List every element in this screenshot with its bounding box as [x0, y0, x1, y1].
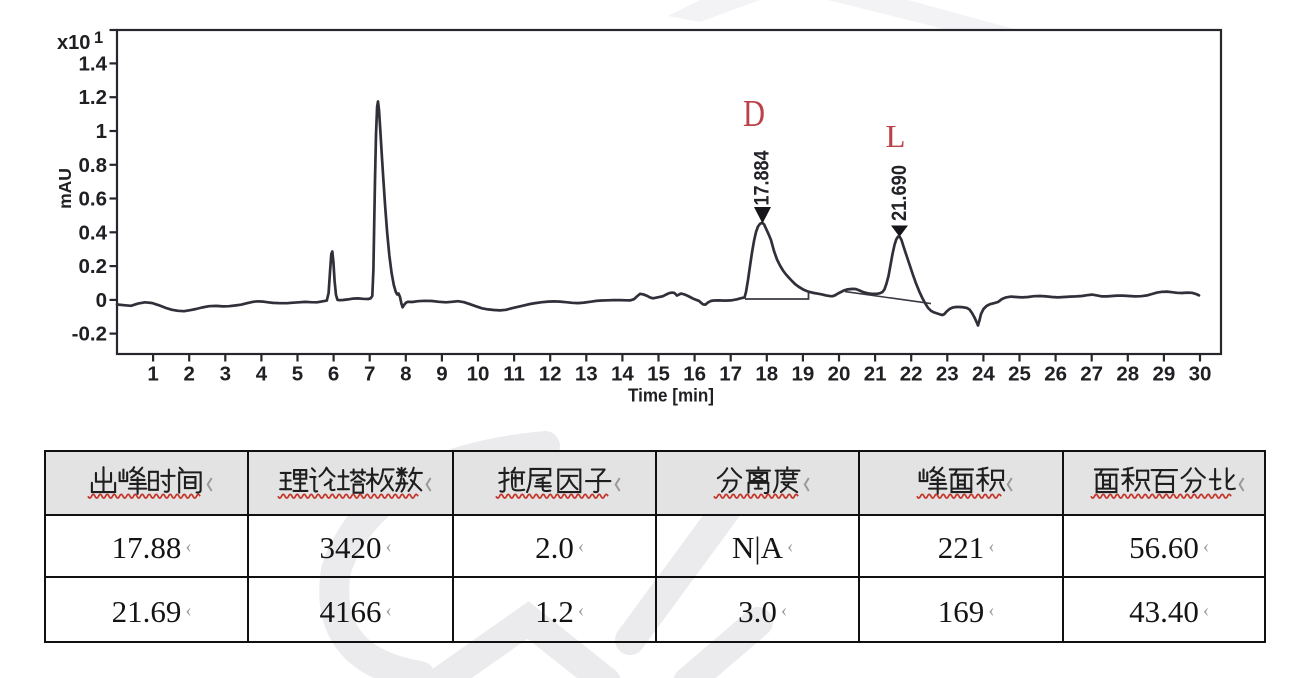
- svg-text:29: 29: [1152, 363, 1175, 386]
- svg-text:1.4: 1.4: [79, 52, 108, 75]
- svg-text:0.4: 0.4: [79, 221, 108, 244]
- svg-text:17: 17: [719, 363, 742, 386]
- svg-text:mAU: mAU: [55, 168, 75, 209]
- svg-text:12: 12: [539, 363, 562, 386]
- svg-text:0.6: 0.6: [79, 188, 108, 211]
- svg-text:21.690: 21.690: [888, 165, 911, 221]
- svg-text:18: 18: [755, 363, 778, 386]
- svg-text:24: 24: [972, 363, 995, 386]
- svg-text:16: 16: [683, 363, 706, 386]
- svg-text:1.2: 1.2: [79, 86, 108, 109]
- svg-text:20: 20: [828, 363, 851, 386]
- svg-text:10: 10: [467, 363, 490, 386]
- svg-text:D: D: [743, 93, 765, 135]
- svg-text:L: L: [886, 118, 906, 154]
- svg-text:6: 6: [328, 363, 339, 386]
- svg-text:30: 30: [1189, 363, 1212, 386]
- svg-text:14: 14: [611, 363, 634, 386]
- svg-text:x10: x10: [57, 32, 90, 54]
- svg-text:19: 19: [791, 363, 814, 386]
- svg-text:0.8: 0.8: [79, 154, 108, 177]
- svg-text:0.2: 0.2: [79, 255, 108, 278]
- svg-text:17.884: 17.884: [751, 150, 774, 205]
- svg-text:22: 22: [900, 363, 923, 386]
- svg-text:8: 8: [400, 363, 411, 386]
- svg-text:7: 7: [364, 363, 375, 386]
- svg-text:0: 0: [96, 289, 107, 312]
- svg-text:26: 26: [1044, 363, 1067, 386]
- svg-text:15: 15: [647, 363, 670, 386]
- svg-text:23: 23: [936, 363, 959, 386]
- svg-text:27: 27: [1080, 363, 1103, 386]
- svg-text:1: 1: [94, 29, 103, 47]
- svg-text:25: 25: [1008, 363, 1031, 386]
- svg-text:1: 1: [96, 120, 107, 143]
- svg-text:5: 5: [292, 363, 303, 386]
- svg-text:2: 2: [183, 363, 194, 386]
- svg-text:3: 3: [220, 363, 231, 386]
- svg-text:9: 9: [436, 363, 447, 386]
- svg-text:Time [min]: Time [min]: [628, 385, 714, 406]
- svg-text:-0.2: -0.2: [72, 323, 107, 346]
- svg-text:28: 28: [1116, 363, 1139, 386]
- svg-text:4: 4: [256, 363, 268, 386]
- svg-text:11: 11: [503, 363, 525, 386]
- svg-text:21: 21: [864, 363, 887, 386]
- svg-text:1: 1: [147, 363, 158, 386]
- svg-text:13: 13: [575, 363, 598, 386]
